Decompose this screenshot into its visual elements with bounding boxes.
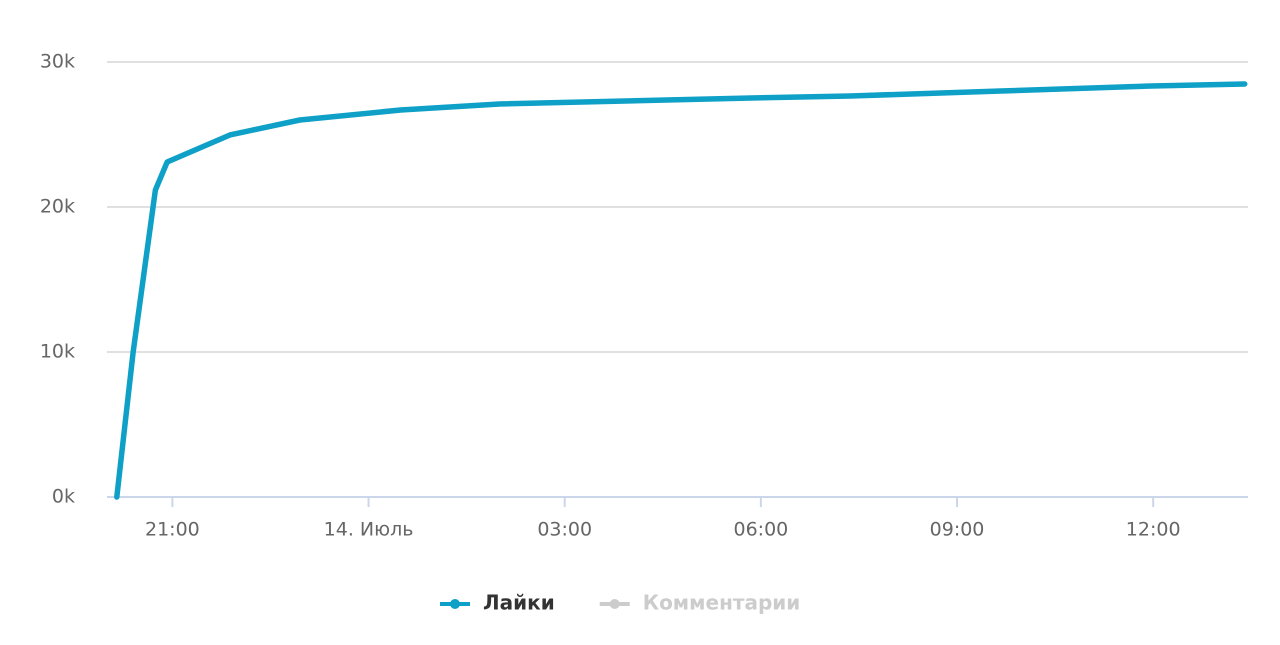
legend-label: Комментарии [643, 591, 801, 615]
y-tick-label: 0k [52, 486, 75, 508]
legend-item[interactable]: Лайки [440, 591, 555, 615]
legend-marker-dot [609, 599, 620, 609]
y-tick-label: 20k [40, 196, 75, 218]
x-tick-label: 06:00 [733, 519, 788, 541]
x-tick-label: 09:00 [930, 519, 985, 541]
x-tick-label: 14. Июль [324, 519, 414, 541]
x-tick-label: 03:00 [537, 519, 592, 541]
legend-marker-dot [450, 599, 460, 609]
y-tick-label: 10k [40, 341, 75, 363]
y-tick-label: 30k [40, 51, 75, 73]
x-tick-label: 12:00 [1126, 519, 1181, 541]
legend-item[interactable]: Комментарии [599, 591, 801, 615]
line [114, 81, 1248, 500]
legend-label: Лайки [483, 591, 555, 615]
x-tick-label: 21:00 [145, 519, 200, 541]
